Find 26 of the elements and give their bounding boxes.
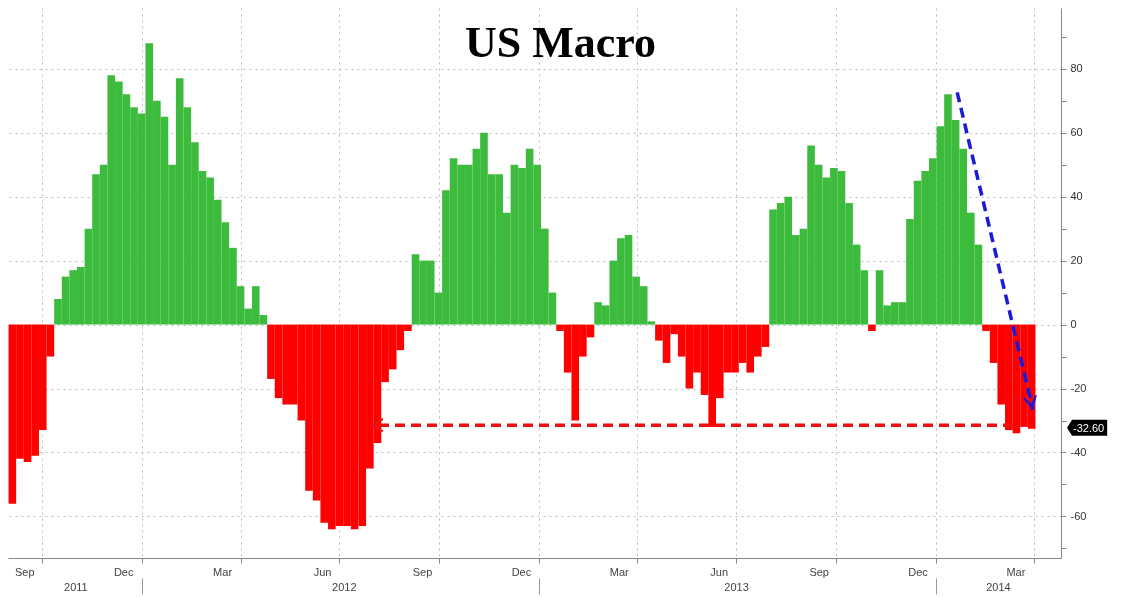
y-tick-label: 0 <box>1070 318 1077 331</box>
y-tick-label: -20 <box>1070 382 1087 395</box>
y-tick-label: 60 <box>1070 126 1083 139</box>
x-tick-label: Jun <box>313 565 332 578</box>
x-tick-label: Mar <box>213 565 233 578</box>
x-tick-label: Sep <box>809 565 829 578</box>
x2-tick-label: 2013 <box>724 580 749 593</box>
x-tick-label: Mar <box>1006 565 1026 578</box>
bar <box>868 324 876 331</box>
x-tick-label: Mar <box>609 565 630 578</box>
y-tick-label: -40 <box>1070 445 1087 458</box>
x-tick-label: Dec <box>113 565 134 578</box>
text: -32.60 <box>1073 421 1105 434</box>
x2-tick-label: 2011 <box>64 580 88 593</box>
x-tick-label: Dec <box>908 565 929 578</box>
x2-tick-label: 2014 <box>986 580 1011 593</box>
y-tick-label: 20 <box>1070 254 1083 267</box>
y-tick-label: 40 <box>1070 190 1083 203</box>
chart-title: US Macro <box>464 18 657 67</box>
x-tick-label: Jun <box>710 565 729 578</box>
y-tick-label: -60 <box>1070 509 1087 522</box>
x-tick-label: Dec <box>511 565 532 578</box>
x2-tick-label: 2012 <box>332 580 357 593</box>
x-tick-label: Sep <box>15 565 35 578</box>
x-tick-label: Sep <box>412 565 433 578</box>
y-tick-label: 80 <box>1070 62 1083 75</box>
